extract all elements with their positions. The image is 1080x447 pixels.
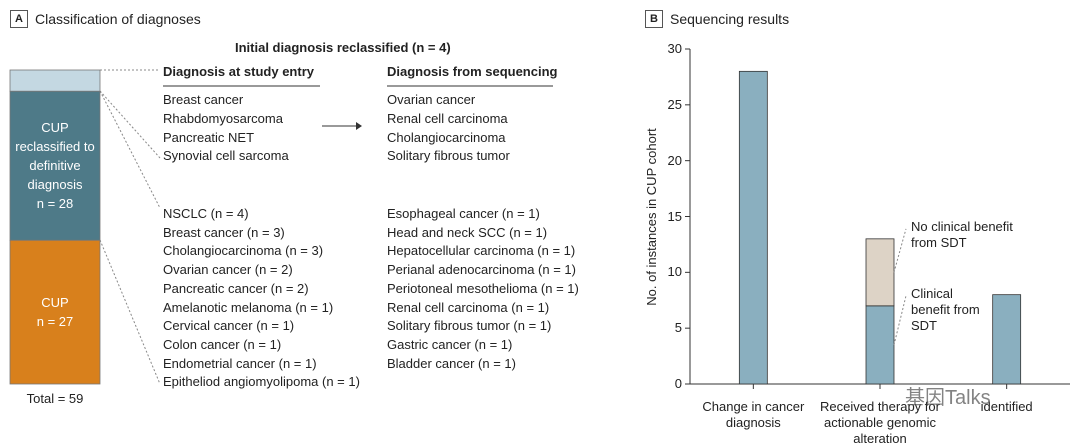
diagnosis: Solitary fibrous tumor	[387, 148, 510, 164]
y-tick-label: 10	[667, 264, 682, 280]
diagnosis: Cholangiocarcinoma	[387, 129, 506, 145]
panel-title: Sequencing results	[670, 11, 790, 27]
bar	[865, 238, 895, 307]
annotation: No clinical benefit from SDT	[911, 218, 1013, 250]
bar-segment	[9, 90, 101, 241]
segment-label: CUP reclassified to definitive diagnosis…	[10, 91, 100, 240]
arrow-head	[356, 122, 362, 130]
diagnosis: Head and neck SCC (n = 1)	[387, 224, 548, 240]
diagnosis: Periotoneal mesothelioma (n = 1)	[387, 280, 579, 296]
y-tick-label: 0	[674, 376, 682, 391]
segment-text: CUP reclassified to definitive diagnosis	[15, 120, 95, 193]
diagnosis: Rhabdomyosarcoma	[163, 110, 283, 126]
bar-segment	[9, 69, 101, 92]
connector	[99, 239, 161, 385]
column-header: Diagnosis from sequencing	[387, 64, 558, 79]
y-axis-label: No. of instances in CUP cohort	[644, 127, 659, 306]
segment-text: n = 28	[36, 196, 74, 212]
watermark: 基因Talks	[905, 387, 991, 409]
diagnosis: Perianal adenocarcinoma (n = 1)	[387, 262, 576, 278]
diagnosis: Ovarian cancer	[387, 92, 476, 107]
y-tick-label: 25	[667, 96, 682, 112]
diagnosis: Epitheliod angiomyolipoma (n = 1)	[163, 374, 360, 390]
diagnosis: Gastric cancer (n = 1)	[387, 336, 513, 352]
diagnosis: Hepatocellular carcinoma (n = 1)	[387, 243, 576, 259]
connector	[99, 90, 161, 209]
bar	[992, 294, 1022, 385]
diagnosis: NSCLC (n = 4)	[163, 206, 249, 221]
diagnosis: Amelanotic melanoma (n = 1)	[163, 299, 334, 315]
diagnosis: Esophageal cancer (n = 1)	[387, 206, 540, 221]
y-tick-label: 20	[667, 152, 682, 168]
bar-segment	[9, 239, 101, 385]
panel-title: Classification of diagnoses	[35, 11, 201, 27]
diagnosis: Solitary fibrous tumor (n = 1)	[387, 318, 552, 334]
diagnosis: Ovarian cancer (n = 2)	[163, 262, 293, 278]
diagnosis: Endometrial cancer (n = 1)	[163, 355, 317, 371]
y-tick-label: 30	[667, 41, 682, 56]
diagnosis: Colon cancer (n = 1)	[163, 336, 282, 352]
diagnosis: Bladder cancer (n = 1)	[387, 355, 516, 371]
diagnosis: Breast cancer	[163, 92, 244, 107]
segment-label: CUP n = 27	[10, 240, 100, 384]
diagnosis: Synovial cell sarcoma	[163, 148, 289, 164]
annotation-leader	[893, 228, 907, 273]
diagnosis: Cholangiocarcinoma (n = 3)	[163, 243, 324, 259]
diagnosis: Cervical cancer (n = 1)	[163, 318, 295, 334]
annotation: Clinical benefit from SDT	[911, 285, 980, 333]
x-tick-label: identified	[980, 399, 1033, 414]
group-title: Initial diagnosis reclassified (n = 4)	[235, 40, 451, 55]
segment-text: CUP	[41, 295, 69, 311]
connector	[99, 90, 161, 159]
diagnosis: Breast cancer (n = 3)	[163, 224, 285, 240]
y-tick-label: 5	[674, 320, 682, 336]
bar	[738, 70, 768, 385]
x-tick-label: Received therapy for actionable genomic …	[820, 399, 940, 446]
diagnosis: Renal cell carcinoma (n = 1)	[387, 299, 550, 315]
segment-text: n = 27	[36, 314, 74, 330]
diagnosis: Renal cell carcinoma	[387, 110, 508, 126]
total-label: Total = 59	[26, 391, 84, 406]
diagnosis: Pancreatic cancer (n = 2)	[163, 280, 309, 296]
diagnosis: Pancreatic NET	[163, 129, 255, 145]
y-tick-label: 15	[667, 208, 682, 224]
panel-letter: A	[10, 10, 28, 28]
annotation-leader	[893, 295, 907, 346]
panel-letter: B	[645, 10, 663, 28]
column-header: Diagnosis at study entry	[163, 64, 314, 79]
bar	[865, 305, 895, 385]
x-tick-label: Change in cancer diagnosis	[702, 399, 805, 430]
